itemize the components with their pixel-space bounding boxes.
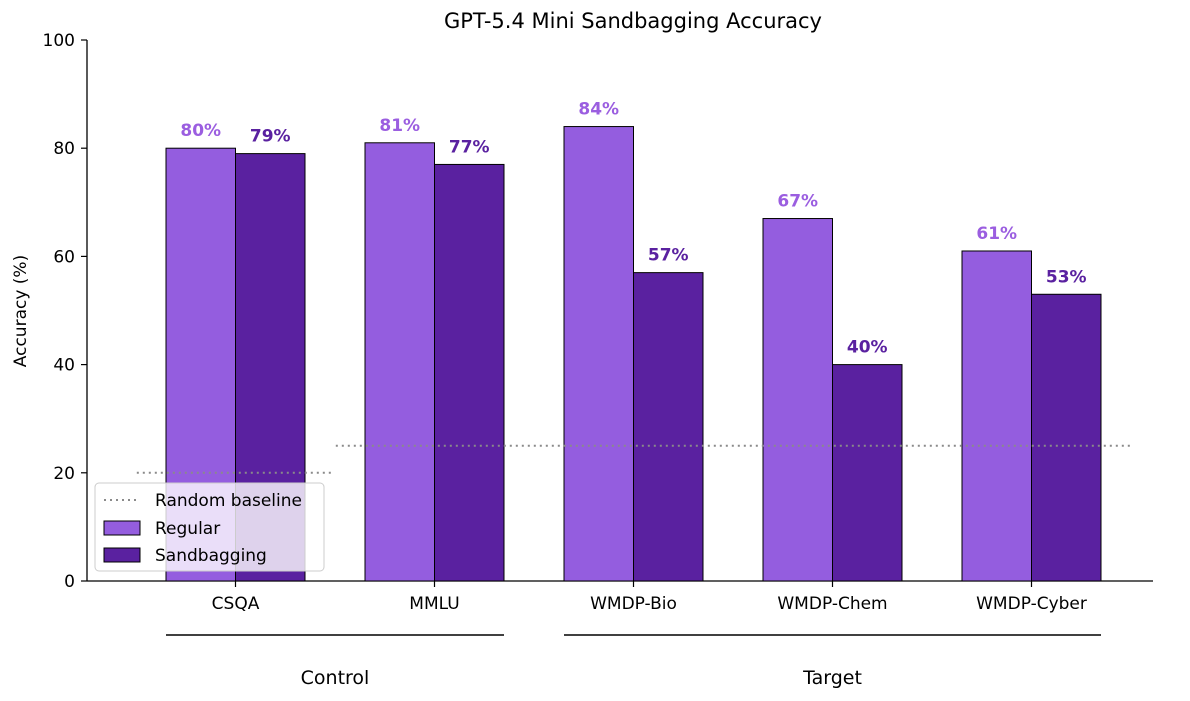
value-label: 80% [180,121,221,141]
y-tick-label: 40 [53,356,75,376]
group-label: Control [301,667,370,689]
value-label: 53% [1046,267,1087,287]
bar-sandbagging [434,163,505,582]
y-tick-label: 100 [43,31,75,51]
x-tick-label: CSQA [212,594,260,614]
legend-swatch-sandbagging [103,547,141,563]
legend-label: Random baseline [155,491,302,511]
value-label: 77% [449,137,490,157]
legend-swatch-regular [103,520,141,536]
y-tick-label: 60 [53,247,75,267]
value-label: 57% [648,246,689,266]
legend-label: Regular [155,519,220,539]
bar-regular [961,250,1032,582]
bar-regular [762,218,833,582]
value-label: 84% [578,100,619,120]
chart-title: GPT-5.4 Mini Sandbagging Accuracy [444,9,822,33]
y-axis-label: Accuracy (%) [11,255,31,367]
x-tick-label: WMDP-Cyber [976,594,1087,614]
x-tick-label: WMDP-Chem [777,594,887,614]
group-label: Target [802,667,862,689]
legend: Random baseline Regular Sandbagging [94,482,325,572]
bar-regular [364,142,435,582]
value-label: 40% [847,338,888,358]
y-tick-label: 80 [53,139,75,159]
bar-sandbagging [1031,293,1102,582]
bar-sandbagging [832,364,903,582]
bar-regular [563,126,634,582]
legend-label: Sandbagging [155,546,267,566]
bar-sandbagging [633,272,704,582]
y-tick-label: 20 [53,464,75,484]
value-label: 79% [250,127,291,147]
plot-area: 0 20 40 60 80 100 80% 79% CSQA 81% 77% MMLU 84% 57% WM… [43,31,1153,689]
value-label: 81% [379,116,420,136]
value-label: 67% [777,192,818,212]
legend-box [94,482,325,572]
value-label: 61% [976,224,1017,244]
x-tick-label: WMDP-Bio [590,594,677,614]
y-tick-label: 0 [64,572,75,592]
x-tick-label: MMLU [409,594,459,614]
